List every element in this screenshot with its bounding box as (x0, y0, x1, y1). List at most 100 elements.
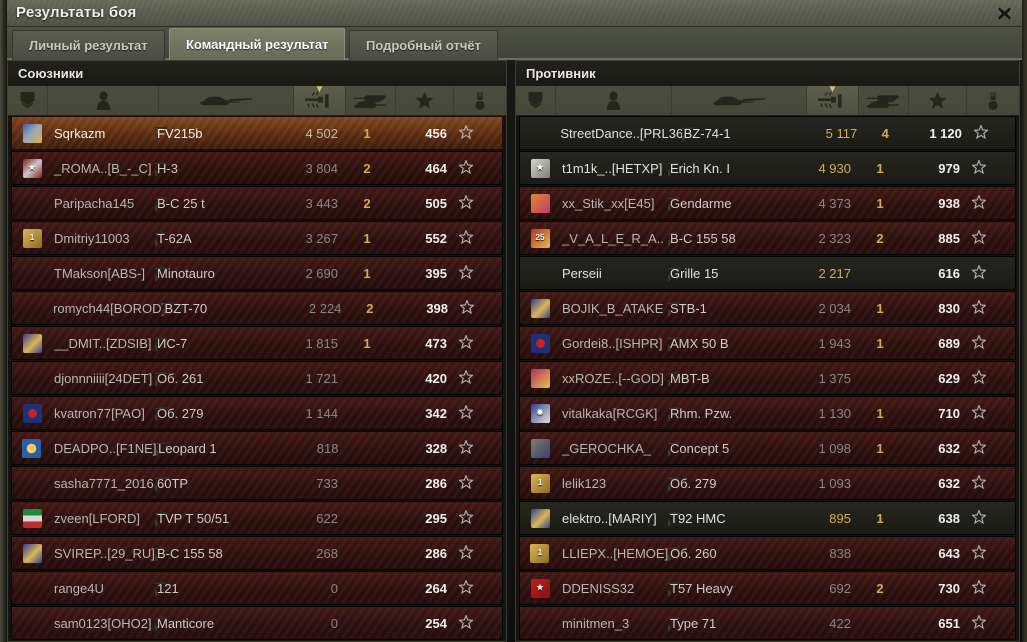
table-row[interactable]: Perseii Grille 15 2 217 616 (519, 256, 1016, 290)
player-name[interactable]: Dmitriy11003 (54, 230, 130, 246)
enemies-column-damage[interactable]: ▼ (807, 85, 859, 115)
player-name[interactable]: Gordei8..[ISHPR] (562, 335, 663, 351)
player-name[interactable]: vitalkaka[RCGK] (562, 405, 658, 421)
enemies-column-medal[interactable] (967, 86, 1019, 115)
player-name[interactable]: Paripacha145 (54, 195, 135, 211)
kills-value: 1 (876, 405, 884, 421)
table-row[interactable]: ★ DDENISS32 T57 Heavy 692 2 730 (519, 571, 1016, 605)
tab-0[interactable]: Личный результат (12, 30, 165, 60)
table-row[interactable]: elektro..[MARIY] T92 HMC 895 1 638 (519, 501, 1016, 535)
table-row[interactable]: Gordei8..[ISHPR] AMX 50 B 1 943 1 689 (519, 326, 1016, 360)
player-name[interactable]: range4U (54, 580, 104, 596)
xp-value: 395 (425, 265, 447, 281)
tank-cell: STB-1 (668, 292, 803, 324)
table-row[interactable]: zveen[LFORD] TVP T 50/51 622 295 (11, 501, 503, 535)
kills-value: 1 (876, 510, 884, 526)
table-row[interactable]: 1 lelik123 Об. 279 1 093 632 (519, 466, 1016, 500)
table-row[interactable]: TMakson[ABS-] Minotauro 2 690 1 395 (11, 256, 503, 290)
allies-column-tank[interactable] (159, 86, 294, 115)
table-row[interactable]: SVIREP..[29_RU] B-C 155 58 268 286 (11, 536, 503, 570)
allies-column-xp[interactable] (396, 86, 454, 115)
table-row[interactable]: ★ t1m1k_..[HETXP] Erich Kn. I 4 930 1 979 (519, 151, 1016, 185)
xp-value: 616 (938, 265, 960, 281)
player-emblem-icon: ★ (22, 158, 42, 178)
kills-value: 2 (366, 300, 374, 316)
enemies-column-kills[interactable] (859, 86, 909, 115)
enemies-column-xp[interactable] (909, 86, 967, 115)
damage-value: 733 (316, 475, 338, 491)
player-name[interactable]: lelik123 (562, 475, 607, 491)
allies-column-badge[interactable] (8, 86, 48, 115)
xp-star-cell (450, 397, 502, 429)
tank-cell: BZ-74-1 (681, 117, 812, 149)
player-name[interactable]: _ROMA..[B_-_C] (54, 160, 152, 176)
table-row[interactable]: minitmen_3 Type 71 422 651 (519, 606, 1016, 640)
table-row[interactable]: 1 Dmitriy11003 T-62A 3 267 1 552 (11, 221, 503, 255)
table-row[interactable]: DEADPO..[F1NE] Leopard 1 818 328 (11, 431, 503, 465)
table-row[interactable]: sam0123[OHO2] Manticore 0 254 (11, 606, 503, 640)
table-row[interactable]: __DMIT..[ZDSIB] ИС-7 1 815 1 473 (11, 326, 503, 360)
player-name[interactable]: djonnniiii[24DET] (54, 370, 153, 386)
xp-value: 420 (425, 370, 447, 386)
player-name[interactable]: DDENISS32 (562, 580, 635, 596)
tank-name: Grille 15 (670, 265, 719, 281)
tab-2[interactable]: Подробный отчёт (349, 30, 498, 60)
xp-value: 710 (938, 405, 960, 421)
tank-cell: Об. 261 (155, 362, 290, 394)
player-name[interactable]: StreetDance..[PRL36] (560, 125, 682, 141)
allies-column-kills[interactable] (346, 86, 396, 115)
table-row[interactable]: 25 _V_A_L_E_R_A.. B-C 155 58 2 323 2 885 (519, 221, 1016, 255)
player-name[interactable]: Sqrkazm (54, 125, 106, 141)
table-row[interactable]: ✹ vitalkaka[RCGK] Rhm. Pzw. 1 130 1 710 (519, 396, 1016, 430)
enemies-column-tank[interactable] (672, 86, 807, 115)
player-name[interactable]: xx_Stik_xx[E45] (562, 195, 655, 211)
table-row[interactable]: djonnniiii[24DET] Об. 261 1 721 420 (11, 361, 503, 395)
table-row[interactable]: kvatron77[PAO] Об. 279 1 144 342 (11, 396, 503, 430)
player-name[interactable]: _GEROCHKA_ (562, 440, 651, 456)
allies-column-medal[interactable] (454, 86, 506, 115)
player-badge: ✹ (520, 397, 560, 429)
tab-1[interactable]: Командный результат (169, 28, 346, 60)
player-name[interactable]: minitmen_3 (562, 615, 630, 631)
player-name[interactable]: DEADPO..[F1NE] (53, 440, 157, 456)
player-name[interactable]: _V_A_L_E_R_A.. (562, 230, 664, 246)
tank-name: Type 71 (670, 615, 717, 631)
player-badge (12, 537, 52, 569)
table-row[interactable]: Sqrkazm FV215b 4 502 1 456 (11, 116, 503, 150)
table-row[interactable]: BOJIK_B_ATAKE STB-1 2 034 1 830 (519, 291, 1016, 325)
xp-star-cell (450, 502, 502, 534)
enemies-column-player[interactable] (556, 86, 672, 115)
allies-column-damage[interactable]: ▼ (294, 85, 346, 115)
table-row[interactable]: 1 LLIEPX..[HEMOE] Об. 260 838 643 (519, 536, 1016, 570)
player-name[interactable]: romych44[BOROD] (53, 300, 163, 316)
table-row[interactable]: romych44[BOROD] BZT-70 2 224 2 398 (11, 291, 503, 325)
tank-cell: Type 71 (668, 607, 803, 639)
table-row[interactable]: ★ _ROMA..[B_-_C] H-3 3 804 2 464 (11, 151, 503, 185)
player-name[interactable]: sam0123[OHO2] (54, 615, 152, 631)
player-name[interactable]: LLIEPX..[HEMOE] (561, 545, 669, 561)
player-name[interactable]: Perseii (562, 265, 602, 281)
player-emblem-icon: ★ (530, 158, 550, 178)
table-row[interactable]: sasha7771_2016 60TP 733 286 (11, 466, 503, 500)
player-name[interactable]: kvatron77[PAO] (54, 405, 145, 421)
table-row[interactable]: _GEROCHKA_ Concept 5 1 098 1 632 (519, 431, 1016, 465)
table-row[interactable]: StreetDance..[PRL36] BZ-74-1 5 117 4 1 120 (519, 116, 1016, 150)
xp-value: 938 (938, 195, 960, 211)
player-name[interactable]: TMakson[ABS-] (54, 265, 146, 281)
enemies-column-badge[interactable] (516, 86, 556, 115)
close-button[interactable] (987, 1, 1021, 26)
table-row[interactable]: xxROZE..[--GOD] MBT-B 1 375 629 (519, 361, 1016, 395)
table-row[interactable]: xx_Stik_xx[E45] Gendarme 4 373 1 938 (519, 186, 1016, 220)
player-name[interactable]: __DMIT..[ZDSIB] (54, 335, 152, 351)
table-row[interactable]: range4U 121 0 264 (11, 571, 503, 605)
table-row[interactable]: Paripacha145 B-C 25 t 3 443 2 505 (11, 186, 503, 220)
player-name[interactable]: zveen[LFORD] (54, 510, 140, 526)
player-name[interactable]: xxROZE..[--GOD] (562, 370, 664, 386)
player-name[interactable]: BOJIK_B_ATAKE (562, 300, 664, 316)
player-name[interactable]: sasha7771_2016 (54, 475, 154, 491)
player-name[interactable]: elektro..[MARIY] (562, 510, 657, 526)
kills-value: 1 (363, 230, 371, 246)
allies-column-player[interactable] (48, 86, 159, 115)
player-name[interactable]: SVIREP..[29_RU] (54, 545, 155, 561)
player-name[interactable]: t1m1k_..[HETXP] (562, 160, 663, 176)
